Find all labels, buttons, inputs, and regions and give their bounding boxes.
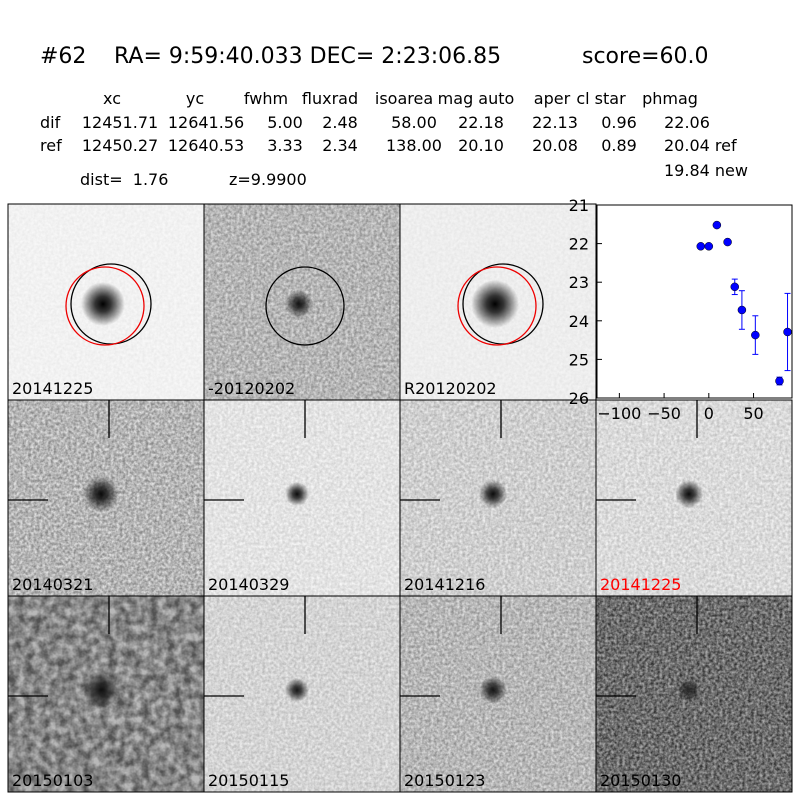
stamps: 20141225 -20120202 R20120202 20140321 201403…	[7, 203, 793, 793]
stamp-label: 20140329	[208, 575, 289, 594]
source-blob	[285, 482, 309, 506]
stamp-label: 20150123	[404, 771, 485, 790]
table-cell: 22.18	[458, 113, 504, 132]
table-cell: 20.04 ref	[664, 136, 737, 155]
column-header: aper	[534, 89, 571, 108]
y-tick-label: 23	[569, 273, 589, 292]
column-header: yc	[186, 89, 204, 108]
data-point	[704, 242, 714, 251]
table-cell: 138.00	[386, 136, 442, 155]
column-header: mag auto	[438, 89, 515, 108]
source-blob	[83, 672, 119, 708]
data-point	[696, 242, 706, 251]
x-tick-label: 50	[743, 404, 763, 423]
table-cell: 22.13	[532, 113, 578, 132]
row-label: dif	[40, 113, 61, 132]
table-cell: 3.33	[267, 136, 303, 155]
column-header: fluxrad	[302, 89, 358, 108]
y-tick-label: 22	[569, 235, 589, 254]
source-blob	[83, 476, 119, 512]
data-point	[730, 282, 740, 292]
table-cell: 5.00	[267, 113, 303, 132]
source-blob	[81, 282, 125, 326]
score: score=60.0	[582, 44, 709, 69]
distance: dist= 1.76	[80, 170, 168, 189]
source-blob	[677, 678, 701, 702]
y-tick-label: 24	[569, 312, 589, 331]
source-blob	[479, 480, 507, 508]
data-point	[783, 327, 792, 337]
stamp-label: 20141225	[12, 379, 93, 398]
stamp-label: 20141225	[600, 575, 681, 594]
column-header: isoarea	[375, 89, 433, 108]
y-tick-label: 25	[569, 350, 589, 369]
stamp-label: 20150103	[12, 771, 93, 790]
x-tick-label: −50	[647, 404, 681, 423]
table-cell: 2.34	[322, 136, 358, 155]
column-header: fwhm	[244, 89, 288, 108]
row-label: ref	[40, 136, 62, 155]
column-header: cl star	[576, 89, 626, 108]
table-cell: 12450.27	[82, 136, 158, 155]
new-mag: 19.84 new	[664, 161, 748, 180]
table-cell: 20.08	[532, 136, 578, 155]
redshift: z=9.9900	[229, 170, 307, 189]
table-cell: 2.48	[322, 113, 358, 132]
table-cell: 58.00	[391, 113, 437, 132]
stamp-frame	[595, 595, 793, 793]
column-header: xc	[103, 89, 121, 108]
y-tick-label: 21	[569, 196, 589, 215]
x-tick-label: −100	[597, 404, 641, 423]
data-point	[723, 237, 732, 247]
candidate-id: #62	[40, 44, 86, 69]
x-tick-label: 0	[704, 404, 714, 423]
table-cell: 0.96	[601, 113, 637, 132]
data-point	[737, 305, 747, 315]
data-point	[712, 220, 722, 230]
table-cell: 12641.56	[168, 113, 244, 132]
stamp-label: 20141216	[404, 575, 485, 594]
source-blob	[479, 676, 507, 704]
data-point	[775, 376, 784, 386]
table-cell: 20.10	[458, 136, 504, 155]
table-cell: 12640.53	[168, 136, 244, 155]
column-header: phmag	[642, 89, 698, 108]
aperture	[265, 266, 345, 346]
source-blob	[675, 480, 703, 508]
table-cell: 22.06	[664, 113, 710, 132]
stamp-label: -20120202	[208, 379, 295, 398]
stamp-label: 20150130	[600, 771, 681, 790]
aperture-ref	[457, 266, 537, 346]
stamp-label: 20150115	[208, 771, 289, 790]
source-blob	[471, 280, 519, 328]
source-blob	[285, 290, 313, 318]
y-tick-label: 26	[569, 389, 589, 408]
source-blob	[285, 678, 309, 702]
plot-background	[596, 204, 793, 399]
data-point	[751, 330, 760, 340]
table-cell: 0.89	[601, 136, 637, 155]
table-cell: 12451.71	[82, 113, 158, 132]
stamp-label: R20120202	[404, 379, 497, 398]
aperture-ref	[65, 266, 145, 346]
coordinates: RA= 9:59:40.033 DEC= 2:23:06.85	[114, 44, 501, 69]
stamp-label: 20140321	[12, 575, 93, 594]
light-curve: 21 22 23 24 25 26 −100 −50 0 50	[569, 196, 793, 423]
